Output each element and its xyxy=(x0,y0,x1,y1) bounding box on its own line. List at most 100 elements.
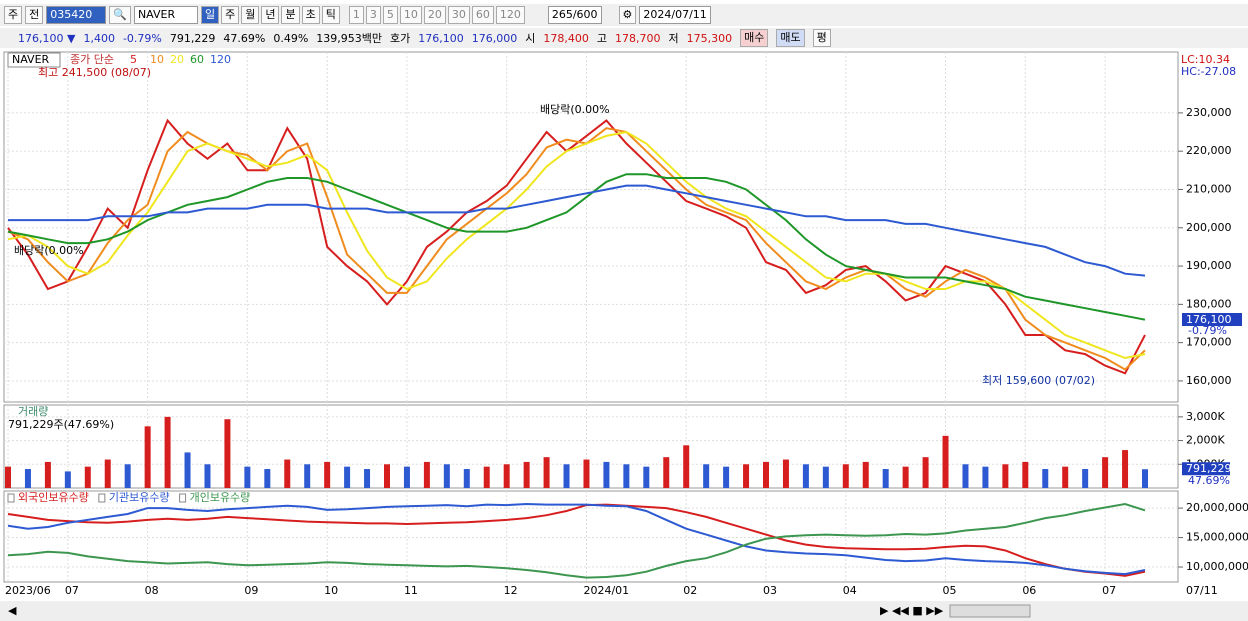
volume-bar xyxy=(224,419,231,488)
x-tick-label: 03 xyxy=(763,584,777,597)
legend-entry: 20 xyxy=(170,53,184,66)
amount: 139,953백만 xyxy=(316,32,383,45)
last-value-box xyxy=(1182,313,1242,326)
chart-title: NAVER xyxy=(12,53,50,66)
panel-subtitle: 791,229주(47.69%) xyxy=(8,418,114,431)
current-date: 07/11 xyxy=(1186,584,1218,597)
holding-panel xyxy=(3,490,1179,583)
interval-button[interactable]: 120 xyxy=(495,6,525,24)
last-value: 176,100 xyxy=(1186,313,1232,326)
count-field[interactable]: 265/600 xyxy=(547,6,602,24)
volume-bar xyxy=(902,466,909,488)
open: 178,400 xyxy=(543,31,589,45)
legend-entry: 외국인보유수량 xyxy=(18,491,89,504)
interval-button[interactable]: 30 xyxy=(447,6,470,24)
legend-swatch xyxy=(98,493,106,503)
period-button[interactable]: 틱 xyxy=(321,6,340,24)
legend-swatch xyxy=(179,493,187,503)
info-bar: 176,100 ▼ 1,400 -0.79% 791,229 47.69% 0.… xyxy=(0,28,1248,48)
x-tick-label: 02 xyxy=(683,584,697,597)
volume-bar xyxy=(1102,457,1109,488)
turnover: 0.49% xyxy=(273,31,309,45)
period-button[interactable]: 초 xyxy=(301,6,320,24)
period-button[interactable]: 주 xyxy=(221,6,240,24)
low-label: 저 xyxy=(668,32,679,45)
volume-bar xyxy=(802,464,809,488)
volume-bar xyxy=(962,464,969,488)
volume-bar xyxy=(523,461,530,488)
x-tick-label: 08 xyxy=(145,584,159,597)
volume-panel xyxy=(3,404,1179,489)
volume-bar xyxy=(503,464,510,488)
interval-button[interactable]: 10 xyxy=(399,6,422,24)
code-input[interactable]: 035420 xyxy=(46,6,107,24)
series-line xyxy=(7,502,1146,576)
volume-bar xyxy=(483,466,490,488)
title-box xyxy=(7,52,61,68)
x-tick-label: 2023/06 xyxy=(5,584,51,597)
volume-bar xyxy=(1022,461,1029,488)
period-button[interactable]: 일 xyxy=(200,6,220,24)
volume-bar xyxy=(344,466,351,488)
volume-bar xyxy=(164,416,171,488)
lc-label: LC:10.34 xyxy=(1181,53,1230,66)
volume-bar xyxy=(324,461,331,488)
volume-bar xyxy=(942,435,949,488)
volume-bar xyxy=(922,457,929,488)
series-line xyxy=(7,118,1146,375)
scroll-left[interactable]: ◀ xyxy=(8,604,17,617)
eval-button[interactable]: 평 xyxy=(812,29,831,47)
volume-bar xyxy=(643,466,650,488)
scrollbar[interactable] xyxy=(0,601,1248,621)
legend-label: 종가 단순 xyxy=(70,53,114,66)
period-button[interactable]: 월 xyxy=(241,6,260,24)
volume-bar xyxy=(264,469,271,488)
scroll-controls[interactable]: ▶ ◀◀ ■ ▶▶ xyxy=(880,604,944,617)
name-field: NAVER xyxy=(133,6,198,24)
series-line xyxy=(7,130,1146,360)
search-button[interactable]: 🔍 xyxy=(109,6,131,24)
volume: 791,229 xyxy=(169,31,216,45)
zoom-slider[interactable] xyxy=(949,604,1031,618)
period-button[interactable]: 년 xyxy=(261,6,280,24)
ask: 176,100 xyxy=(418,31,464,45)
volume-bar xyxy=(124,464,131,488)
annotation: 최고 241,500 (08/07) xyxy=(38,66,151,79)
volume-bar xyxy=(743,464,750,488)
legend-entry: 5 xyxy=(130,53,137,66)
volume-pct: 47.69% xyxy=(223,31,266,45)
interval-button[interactable]: 1 xyxy=(348,6,364,24)
period-button[interactable]: 분 xyxy=(281,6,300,24)
bid: 176,000 xyxy=(471,31,518,45)
legend-entry: 개인보유수량 xyxy=(190,491,251,504)
volume-bar xyxy=(204,464,211,488)
tools[interactable]: ⚙ xyxy=(618,6,637,24)
market-select[interactable]: 주 xyxy=(4,6,23,24)
x-tick-label: 09 xyxy=(244,584,258,597)
date-field[interactable]: 2024/07/11 xyxy=(639,6,711,24)
sell-button[interactable]: 매도 xyxy=(776,29,805,47)
interval-button[interactable]: 5 xyxy=(382,6,398,24)
prev-button[interactable]: 전 xyxy=(25,6,44,24)
volume-bar xyxy=(822,466,829,488)
legend-entry: 기관보유수량 xyxy=(109,491,170,504)
last-volume-box xyxy=(1182,462,1230,476)
volume-bar xyxy=(1122,450,1129,488)
y-tick-label: 15,000,000 xyxy=(1186,531,1248,544)
volume-bar xyxy=(304,464,311,488)
volume-bar xyxy=(683,445,690,488)
volume-bar xyxy=(64,471,71,488)
interval-button[interactable]: 60 xyxy=(471,6,494,24)
volume-bar xyxy=(463,469,470,488)
buy-button[interactable]: 매수 xyxy=(740,29,769,47)
interval-button[interactable]: 20 xyxy=(423,6,446,24)
x-tick-label: 2024/01 xyxy=(583,584,629,597)
quote-label: 호가 xyxy=(390,32,411,45)
low: 175,300 xyxy=(686,31,733,45)
annotation: 최저 159,600 (07/02) xyxy=(982,374,1095,387)
interval-button[interactable]: 3 xyxy=(365,6,381,24)
volume-bar xyxy=(284,459,291,488)
volume-bar xyxy=(1042,469,1049,488)
